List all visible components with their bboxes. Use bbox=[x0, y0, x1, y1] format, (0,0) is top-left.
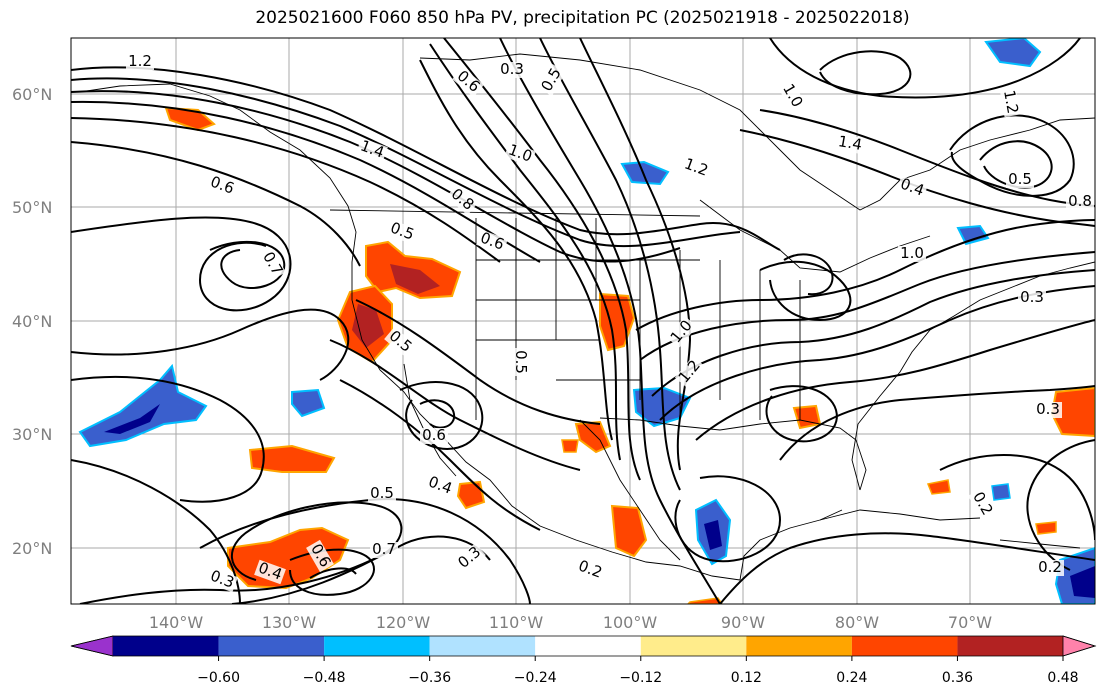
contour-label-bg bbox=[674, 356, 706, 388]
colorbar-outline bbox=[70, 635, 1097, 657]
colorbar-arrow-high bbox=[1062, 635, 1097, 657]
contour-label-bg bbox=[420, 428, 448, 444]
contour-label-bg bbox=[424, 473, 456, 499]
contour-label: 0.5 bbox=[512, 350, 530, 374]
lat-label-30n: 30°N bbox=[12, 425, 52, 444]
lon-label-90w: 90°W bbox=[721, 613, 765, 632]
contour-label-bg bbox=[370, 542, 398, 558]
contour-label-bg bbox=[504, 141, 536, 167]
contour-label-bg bbox=[356, 137, 388, 163]
contour-label-bg bbox=[1036, 560, 1064, 576]
contour-label: 0.2 bbox=[1038, 558, 1062, 576]
contour-label-bg bbox=[1034, 402, 1062, 418]
lat-label-40n: 40°N bbox=[12, 312, 52, 331]
contour-label-bg bbox=[574, 557, 606, 583]
contour-label-bg bbox=[898, 246, 926, 262]
contour-label-bg bbox=[896, 175, 928, 201]
contour-label: 0.3 bbox=[500, 60, 524, 78]
contour-label-bg bbox=[368, 486, 396, 502]
contour-label-bg bbox=[446, 184, 478, 216]
lat-label-20n: 20°N bbox=[12, 539, 52, 558]
colorbar-arrow-low bbox=[70, 635, 114, 657]
contour-label: 0.3 bbox=[1020, 288, 1044, 306]
contour-label-bg bbox=[834, 133, 866, 155]
contour-label-bg bbox=[452, 66, 484, 98]
contour-label: 0.3 bbox=[1036, 400, 1060, 418]
contour-label: 1.2 bbox=[128, 52, 152, 70]
contour-label-bg bbox=[386, 219, 418, 245]
contour-label-bg bbox=[476, 229, 508, 255]
lon-label-130w: 130°W bbox=[262, 613, 317, 632]
colorbar-tick-label: −0.36 bbox=[408, 670, 451, 686]
lon-label-70w: 70°W bbox=[948, 613, 992, 632]
contour-label-bg bbox=[512, 348, 528, 376]
colorbar-tick-label: 0.24 bbox=[836, 670, 867, 686]
contour-label: 0.5 bbox=[1008, 170, 1032, 188]
contour-label-bg bbox=[206, 567, 238, 593]
map-border bbox=[70, 37, 1096, 605]
lat-label-60n: 60°N bbox=[12, 85, 52, 104]
colorbar-segment bbox=[429, 636, 536, 656]
contour-label: 1.0 bbox=[900, 244, 924, 262]
colorbar-tick-label: 0.36 bbox=[942, 670, 973, 686]
contour-label-bg bbox=[454, 542, 486, 574]
contour-label-bg bbox=[254, 559, 286, 585]
lat-label-50n: 50°N bbox=[12, 198, 52, 217]
colorbar-tick-label: −0.12 bbox=[619, 670, 662, 686]
contour-label-bg bbox=[206, 173, 238, 199]
colorbar-segment bbox=[746, 636, 852, 656]
colorbar-segment bbox=[851, 636, 958, 656]
lon-label-140w: 140°W bbox=[149, 613, 204, 632]
colorbar-segment bbox=[113, 636, 219, 656]
contour-label-bg bbox=[126, 54, 154, 70]
contour-label-bg bbox=[968, 487, 996, 521]
colorbar: −0.60 −0.48 −0.36 −0.24 −0.12 0.12 0.24 0.36 0.4… bbox=[70, 635, 1097, 686]
lon-label-100w: 100°W bbox=[603, 613, 658, 632]
contour-label: 1.4 bbox=[837, 132, 864, 154]
contour-label-bg bbox=[538, 63, 566, 97]
colorbar-segment bbox=[218, 636, 325, 656]
latitude-labels: 60°N 50°N 40°N 30°N 20°N bbox=[12, 85, 52, 558]
contour-label-bg bbox=[680, 155, 712, 181]
contour-label-bg bbox=[1006, 172, 1034, 188]
map-title: 2025021600 F060 850 hPa PV, precipitatio… bbox=[255, 8, 910, 28]
colorbar-tick-label: −0.24 bbox=[514, 670, 557, 686]
colorbar-segment bbox=[640, 636, 747, 656]
lon-label-120w: 120°W bbox=[376, 613, 431, 632]
contour-label-bg bbox=[778, 79, 806, 113]
colorbar-tick-label: 0.48 bbox=[1047, 670, 1078, 686]
colorbar-segment bbox=[957, 636, 1063, 656]
contour-label-bg bbox=[666, 316, 698, 348]
graticule bbox=[71, 38, 1095, 604]
contour-label: 0.8 bbox=[1068, 192, 1092, 210]
contour-label-bg bbox=[1066, 194, 1094, 210]
colorbar-segment bbox=[535, 636, 641, 656]
contour-label: 0.7 bbox=[372, 540, 396, 558]
precip-negative bbox=[78, 38, 1095, 604]
lon-label-110w: 110°W bbox=[489, 613, 544, 632]
contour-label-bg bbox=[1018, 290, 1046, 306]
longitude-labels: 140°W 130°W 120°W 110°W 100°W 90°W 80°W … bbox=[149, 613, 992, 632]
contour-label: 1.2 bbox=[1000, 89, 1022, 116]
contour-label-bg bbox=[384, 326, 416, 358]
lon-label-80w: 80°W bbox=[835, 613, 879, 632]
colorbar-tick-label: −0.48 bbox=[303, 670, 346, 686]
contour-label: 0.5 bbox=[370, 484, 394, 502]
contour-label-bg bbox=[258, 247, 286, 281]
colorbar-tick-label: −0.60 bbox=[197, 670, 240, 686]
contour-label-bg bbox=[306, 539, 334, 573]
colorbar-segment bbox=[324, 636, 430, 656]
contour-label-bg bbox=[999, 86, 1021, 118]
contour-label: 0.6 bbox=[422, 426, 446, 444]
colorbar-tick-label: 0.12 bbox=[731, 670, 762, 686]
contour-label-bg bbox=[498, 62, 526, 78]
